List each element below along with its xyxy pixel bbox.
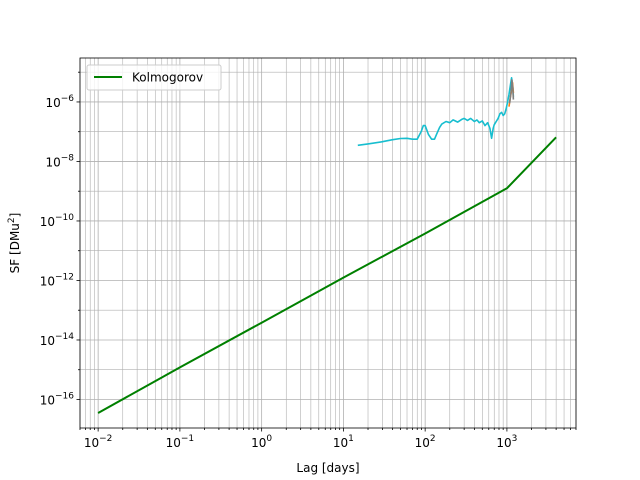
y-tick-label-mantissa: 10 (40, 334, 55, 348)
y-tick-label-exponent: −8 (61, 153, 75, 163)
y-tick-label: 10−14 (40, 332, 75, 348)
y-tick-label-exponent: −10 (55, 213, 74, 223)
y-axis-label-end: ] (8, 213, 22, 218)
y-tick-label-mantissa: 10 (45, 96, 60, 110)
y-axis-label: SF [DMu2] (7, 213, 22, 274)
y-tick-label-exponent: −14 (55, 332, 74, 342)
y-axis-label-main: SF [DMu (8, 223, 22, 273)
x-tick-label: 10−2 (84, 434, 113, 450)
series-structure-function (508, 79, 515, 104)
y-tick-label: 10−6 (45, 94, 74, 110)
y-tick-label-exponent: −6 (61, 94, 75, 104)
x-tick-label: 100 (251, 434, 272, 450)
x-tick-label-exponent: 0 (266, 434, 272, 444)
x-tick-label-exponent: −2 (99, 434, 112, 444)
y-tick-label-mantissa: 10 (45, 155, 60, 169)
y-tick-label-mantissa: 10 (40, 215, 55, 229)
x-tick-label-mantissa: 10 (415, 436, 430, 450)
x-tick-label-mantissa: 10 (333, 436, 348, 450)
x-tick-label-exponent: 3 (512, 434, 518, 444)
x-axis-label: Lag [days] (296, 461, 359, 475)
x-tick-label-mantissa: 10 (84, 436, 99, 450)
x-tick-label-mantissa: 10 (166, 436, 181, 450)
series-layer (97, 77, 557, 414)
y-tick-label-mantissa: 10 (40, 274, 55, 288)
y-tick-label: 10−16 (40, 391, 75, 407)
y-tick-label-exponent: −16 (55, 391, 74, 401)
grid-minor (79, 58, 577, 428)
x-tick-label-exponent: 2 (430, 434, 436, 444)
y-axis-label-sup: 2 (7, 217, 17, 223)
plot-frame (79, 57, 577, 429)
grid-major (80, 58, 576, 428)
series-kolmogorov (97, 136, 557, 414)
legend: Kolmogorov (86, 64, 222, 91)
series-structure-function (357, 77, 515, 147)
x-tick-label-mantissa: 10 (496, 436, 511, 450)
x-tick-label: 102 (415, 434, 436, 450)
x-tick-label-mantissa: 10 (251, 436, 266, 450)
ticklabel-layer: 10−2 10−1 100 101 102 10310−1610−1410−1210−10… (40, 94, 518, 450)
legend-label-kolmogorov: Kolmogorov (132, 71, 203, 85)
x-tick-label: 103 (496, 434, 517, 450)
ticks-layer (76, 71, 577, 432)
y-tick-label: 10−8 (45, 153, 74, 169)
x-tick-label-exponent: −1 (181, 434, 194, 444)
y-tick-label: 10−10 (40, 213, 75, 229)
x-tick-label: 10−1 (166, 434, 195, 450)
y-tick-label: 10−12 (40, 272, 74, 288)
x-tick-label-exponent: 1 (348, 434, 354, 444)
x-tick-label: 101 (333, 434, 354, 450)
y-tick-label-mantissa: 10 (40, 393, 55, 407)
y-tick-label-exponent: −12 (55, 272, 74, 282)
legend-box (86, 64, 222, 91)
